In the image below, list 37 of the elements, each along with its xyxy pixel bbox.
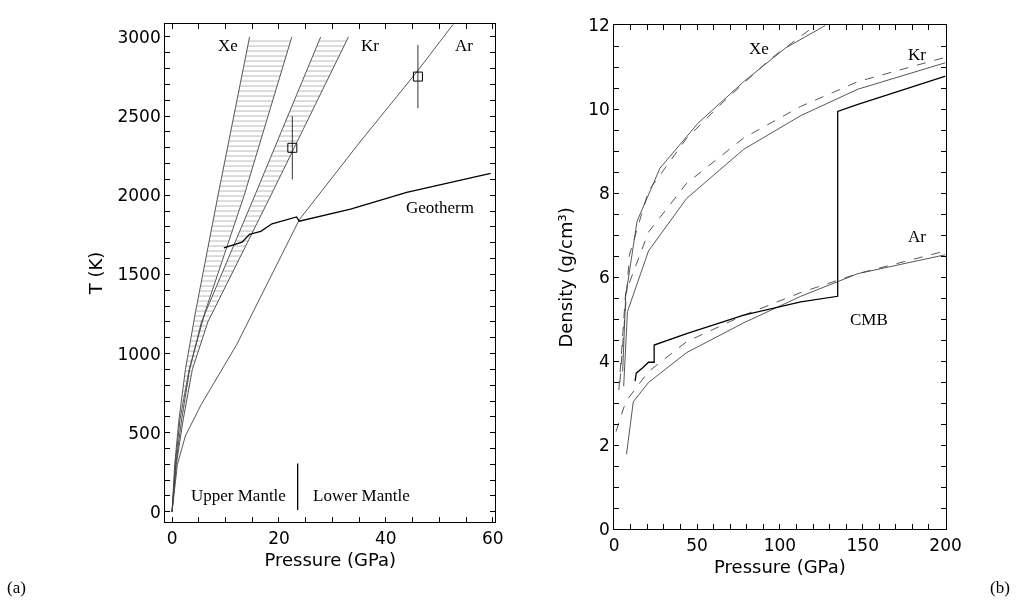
annotation: Ar bbox=[455, 36, 474, 55]
x-tick-label: 0 bbox=[166, 527, 178, 548]
y-tick-label: 4 bbox=[599, 351, 610, 372]
annotation: Upper Mantle bbox=[191, 486, 286, 505]
annotation: Xe bbox=[749, 39, 769, 58]
y-tick-label: 0 bbox=[149, 501, 161, 522]
y-tick-label: 500 bbox=[128, 422, 161, 443]
x-tick-label: 60 bbox=[481, 527, 504, 548]
annotation: CMB bbox=[850, 310, 888, 329]
y-tick-label: 1000 bbox=[117, 343, 161, 364]
y-tick-label: 3000 bbox=[117, 26, 161, 47]
annotation: Lower Mantle bbox=[313, 486, 410, 505]
text: (b) bbox=[990, 578, 1010, 597]
annotation: Ar bbox=[908, 227, 927, 246]
x-tick-label: 50 bbox=[686, 534, 708, 555]
x-axis-title: Pressure (GPa) bbox=[264, 548, 397, 570]
annotation: Kr bbox=[361, 36, 380, 55]
annotation: Xe bbox=[218, 36, 238, 55]
y-tick-label: 10 bbox=[588, 99, 610, 120]
y-axis-title: T (K) bbox=[84, 251, 106, 296]
y-tick-label: 2 bbox=[599, 435, 610, 456]
x-tick-label: 200 bbox=[929, 534, 962, 555]
annotation: Geotherm bbox=[406, 198, 474, 217]
x-tick-label: 100 bbox=[763, 534, 797, 555]
y-tick-label: 2000 bbox=[117, 185, 161, 206]
y-tick-label: 12 bbox=[588, 15, 610, 36]
x-axis-title: Pressure (GPa) bbox=[714, 556, 846, 577]
y-tick-label: 1500 bbox=[117, 264, 161, 285]
x-tick-label: 40 bbox=[375, 527, 397, 548]
y-axis-title: Density (g/cm³) bbox=[555, 207, 577, 348]
y-tick-label: 8 bbox=[599, 183, 610, 204]
y-tick-label: 6 bbox=[599, 267, 610, 288]
y-tick-label: 2500 bbox=[117, 106, 161, 127]
text: (a) bbox=[7, 578, 26, 597]
annotation: Kr bbox=[908, 45, 927, 64]
x-tick-label: 20 bbox=[268, 527, 290, 548]
x-tick-label: 150 bbox=[846, 534, 879, 555]
